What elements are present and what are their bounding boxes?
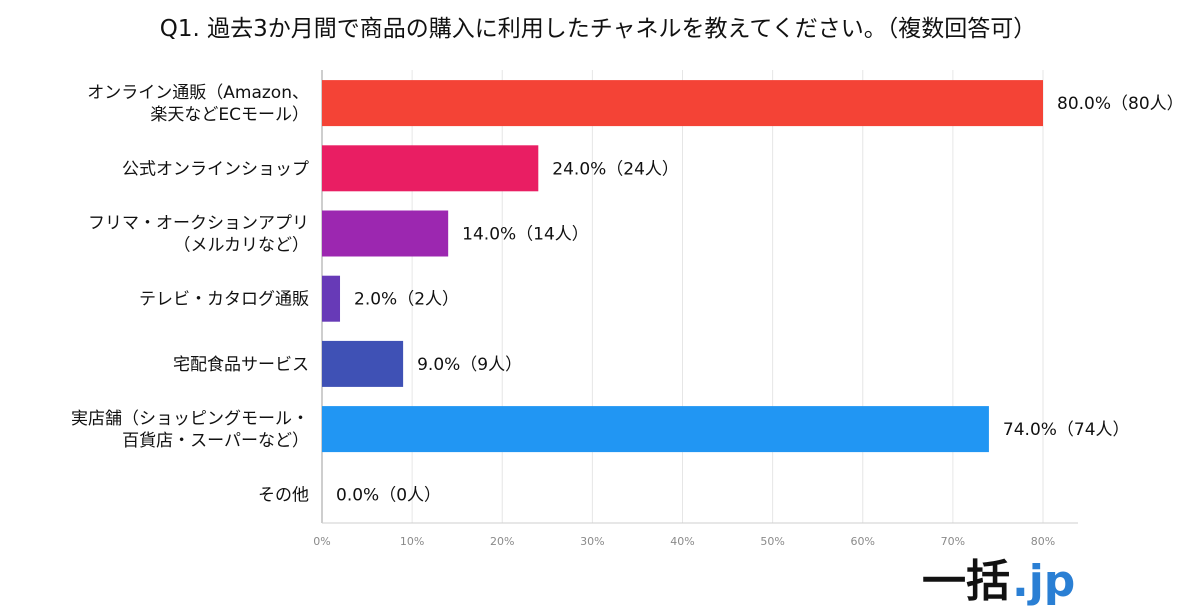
x-tick-label: 80% xyxy=(1031,535,1055,548)
brand-logo-accent: .jp xyxy=(1012,556,1075,607)
x-tick-label: 50% xyxy=(760,535,784,548)
chart-title: Q1. 過去3か月間で商品の購入に利用したチャネルを教えてください。（複数回答可… xyxy=(160,16,1036,42)
bars xyxy=(322,80,1043,453)
x-tick-label: 70% xyxy=(941,535,965,548)
data-label: 2.0%（2人） xyxy=(354,290,459,310)
data-label: 9.0%（9人） xyxy=(417,355,522,375)
x-tick-label: 60% xyxy=(851,535,875,548)
category-label: 百貨店・スーパーなど） xyxy=(122,431,309,451)
data-label: 80.0%（80人） xyxy=(1057,94,1184,114)
data-label: 0.0%（0人） xyxy=(336,485,441,505)
category-label: 宅配食品サービス xyxy=(173,355,309,375)
category-label: 公式オンラインショップ xyxy=(122,159,309,179)
bar xyxy=(322,275,341,322)
bar xyxy=(322,210,449,257)
x-tick-label: 30% xyxy=(580,535,604,548)
bar xyxy=(322,80,1043,127)
data-label: 14.0%（14人） xyxy=(462,225,589,245)
bar xyxy=(322,340,404,387)
x-tick-label: 10% xyxy=(400,535,424,548)
category-label: オンライン通販（Amazon、 xyxy=(87,83,309,103)
category-label: （メルカリなど） xyxy=(174,236,310,256)
category-labels: オンライン通販（Amazon、楽天などECモール） 公式オンラインショップフリマ・… xyxy=(71,83,309,505)
bar xyxy=(322,145,539,192)
x-tick-label: 0% xyxy=(313,535,330,548)
data-label: 24.0%（24人） xyxy=(552,159,679,179)
category-label: テレビ・カタログ通販 xyxy=(139,290,309,310)
data-labels: 80.0%（80人） 24.0%（24人） 14.0%（14人） 2.0%（2人） 9.… xyxy=(336,94,1184,505)
bar xyxy=(322,406,989,453)
category-label: その他 xyxy=(258,485,309,505)
category-label: フリマ・オークションアプリ xyxy=(88,214,309,234)
category-label: 実店舗（ショッピングモール・ xyxy=(71,409,309,429)
category-label: 楽天などECモール） xyxy=(150,105,309,125)
data-label: 74.0%（74人） xyxy=(1003,420,1130,440)
x-tick-label: 20% xyxy=(490,535,514,548)
brand-logo: 一括 .jp xyxy=(922,556,1075,607)
x-tick-label: 40% xyxy=(670,535,694,548)
x-tick-labels: 0% 10% 20% 30% 40% 50% 60% 70% 80% xyxy=(313,535,1055,548)
brand-logo-main: 一括 xyxy=(922,556,1010,607)
